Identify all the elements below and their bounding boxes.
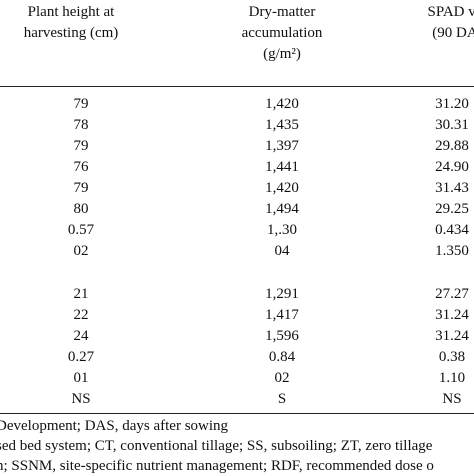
table-cell: 1,291	[265, 286, 299, 302]
table-cell: 79	[73, 96, 89, 112]
header-line: (g/m²)	[263, 46, 301, 62]
table-cell: 0.38	[438, 349, 466, 365]
table-cell: 1.350	[435, 243, 469, 259]
header-line: accumulation	[241, 25, 323, 41]
table-cell: 22	[73, 307, 89, 323]
table-bottom-rule	[0, 413, 474, 414]
table-cell: 31.24	[435, 307, 469, 323]
table-cell: NS	[71, 391, 91, 407]
table-cell: 76	[73, 159, 89, 175]
footnote: sed bed system; CT, conventional tillage…	[0, 438, 433, 454]
table-cell: 24.90	[435, 159, 469, 175]
table-cell: 31.24	[435, 328, 469, 344]
table-cell: 31.20	[435, 96, 469, 112]
table-cell: 79	[73, 180, 89, 196]
table-cell: 24	[73, 328, 89, 344]
table-cell: 1,596	[265, 328, 299, 344]
table-cell: 30.31	[435, 117, 469, 133]
header-rule	[0, 86, 474, 87]
header-line: Plant height at	[27, 4, 115, 20]
table-cell: 1,420	[265, 96, 299, 112]
table-cell: 80	[73, 201, 89, 217]
table-cell: 1,.30	[267, 222, 297, 238]
header-plant-height: Plant height at harvesting (cm)	[0, 2, 142, 44]
table-cell: 31.43	[435, 180, 469, 196]
footnote: Development; DAS, days after sowing	[0, 418, 229, 434]
table-cell: 04	[274, 243, 290, 259]
table-cell: 1,494	[265, 201, 299, 217]
header-dry-matter: Dry-matter accumulation (g/m²)	[192, 2, 372, 65]
header-line: (90 DA	[432, 25, 474, 41]
header-line: SPAD va	[427, 4, 474, 20]
table-cell: 0.57	[67, 222, 95, 238]
table-cell: 29.88	[435, 138, 469, 154]
header-line: Dry-matter	[248, 4, 316, 20]
table-cell: 27.27	[435, 286, 469, 302]
table-cell: NS	[442, 391, 462, 407]
table-cell: 78	[73, 117, 89, 133]
table-cell: 02	[73, 243, 89, 259]
header-spad: SPAD va (90 DA	[370, 2, 474, 44]
table-cell: 1,397	[265, 138, 299, 154]
table-cell: 1.10	[438, 370, 466, 386]
table-cell: 0.434	[435, 222, 469, 238]
table-cell: 1,420	[265, 180, 299, 196]
table-cell: 29.25	[435, 201, 469, 217]
header-line: harvesting (cm)	[23, 25, 119, 41]
table-cell: 21	[73, 286, 89, 302]
footnote: n; SSNM, site-specific nutrient manageme…	[0, 458, 434, 474]
table-cell: 1,435	[265, 117, 299, 133]
table-cell: 1,441	[265, 159, 299, 175]
table-cell: 0.27	[67, 349, 95, 365]
table-cell: S	[277, 391, 287, 407]
table-cell: 02	[274, 370, 290, 386]
table-cell: 01	[73, 370, 89, 386]
table-cell: 1,417	[265, 307, 299, 323]
table-cell: 79	[73, 138, 89, 154]
table-cell: 0.84	[268, 349, 296, 365]
